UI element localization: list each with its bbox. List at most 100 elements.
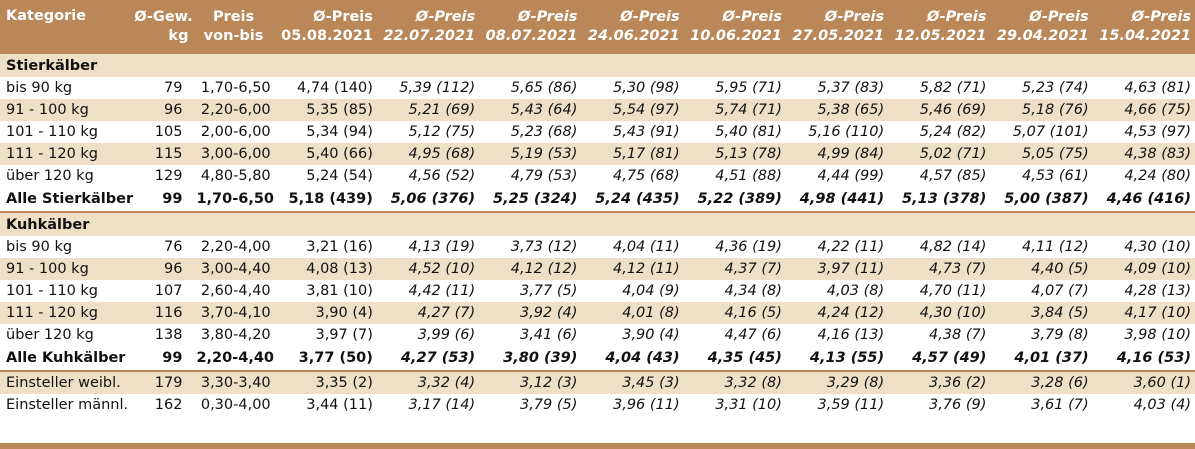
cell-price-history: 4,01 (37) — [990, 346, 1093, 372]
cell-price-history: 4,35 (45) — [683, 346, 786, 372]
table-row: 101 - 110 kg 107 2,60-4,40 3,81 (10) 4,42 (1… — [0, 280, 1195, 302]
cell-price-history: 4,11 (12) — [990, 236, 1093, 258]
cell-price-history: 5,40 (81) — [683, 121, 786, 143]
cell-preis-range: 0,30-4,00 — [192, 394, 275, 416]
cell-price-history: 4,03 (8) — [785, 280, 889, 302]
cell-price-history: 4,13 (55) — [785, 346, 889, 372]
cell-price-current: 5,24 (54) — [274, 165, 377, 187]
cell-price-history: 4,04 (9) — [581, 280, 684, 302]
cell-kategorie: bis 90 kg — [0, 77, 131, 99]
cell-preis-range: 2,20-4,00 — [192, 236, 275, 258]
cell-price-current: 5,18 (439) — [274, 187, 377, 213]
cell-price-history: 4,22 (11) — [785, 236, 889, 258]
cell-price-current: 5,34 (94) — [274, 121, 377, 143]
cell-price-history: 4,99 (84) — [785, 143, 889, 165]
cell-price-current: 4,08 (13) — [274, 258, 377, 280]
cell-price-history: 4,27 (53) — [376, 346, 480, 372]
cell-gewicht: 138 — [130, 324, 193, 346]
table-header-row: Kategorie Ø-Gew. kg Preis von-bis Ø-Preis 0… — [0, 0, 1195, 54]
cell-price-history: 3,77 (5) — [479, 280, 582, 302]
header-date: Ø-Preis 27.05.2021 — [792, 9, 885, 44]
cell-price-history: 4,40 (5) — [990, 258, 1093, 280]
cell-price-history: 5,74 (71) — [683, 99, 786, 121]
cell-preis-range: 3,30-3,40 — [192, 371, 275, 394]
cell-price-history: 3,59 (11) — [785, 394, 889, 416]
cell-price-history: 3,32 (8) — [683, 371, 786, 394]
cell-price-current: 3,81 (10) — [274, 280, 377, 302]
cell-preis-range: 2,00-6,00 — [192, 121, 275, 143]
cell-gewicht: 162 — [130, 394, 193, 416]
cell-kategorie: Alle Kuhkälber — [0, 346, 131, 372]
header-gewicht: Ø-Gew. kg — [134, 9, 193, 44]
cell-price-history: 4,73 (7) — [888, 258, 991, 280]
cell-price-history: 4,66 (75) — [1092, 99, 1195, 121]
cell-price-history: 5,37 (83) — [785, 77, 889, 99]
cell-price-history: 3,79 (8) — [990, 324, 1093, 346]
table-row: Einsteller weibl. 179 3,30-3,40 3,35 (2) 3,3… — [0, 371, 1195, 394]
cell-price-current: 3,35 (2) — [274, 371, 377, 394]
cell-price-history: 4,30 (10) — [1092, 236, 1195, 258]
cell-kategorie: 91 - 100 kg — [0, 99, 131, 121]
cell-price-history: 4,12 (11) — [581, 258, 684, 280]
cell-price-history: 4,46 (416) — [1092, 187, 1195, 213]
section-header-row: Kuhkälber — [0, 212, 1195, 236]
cell-gewicht: 99 — [130, 346, 193, 372]
cell-price-history: 4,38 (83) — [1092, 143, 1195, 165]
cell-price-history: 3,76 (9) — [888, 394, 991, 416]
cell-price-history: 5,24 (82) — [888, 121, 991, 143]
cell-price-history: 4,63 (81) — [1092, 77, 1195, 99]
cell-price-history: 3,45 (3) — [581, 371, 684, 394]
cell-price-history: 5,23 (74) — [990, 77, 1093, 99]
cell-price-current: 4,74 (140) — [274, 77, 377, 99]
cell-price-history: 4,16 (5) — [683, 302, 786, 324]
cell-price-history: 4,42 (11) — [376, 280, 480, 302]
cell-price-history: 4,03 (4) — [1092, 394, 1195, 416]
cell-price-history: 5,07 (101) — [990, 121, 1093, 143]
cell-preis-range: 2,60-4,40 — [192, 280, 275, 302]
cell-price-history: 4,27 (7) — [376, 302, 480, 324]
cell-preis-range: 3,00-4,40 — [192, 258, 275, 280]
cell-price-history: 5,16 (110) — [785, 121, 889, 143]
cell-price-current: 3,44 (11) — [274, 394, 377, 416]
table-row: 101 - 110 kg 105 2,00-6,00 5,34 (94) 5,12 (7… — [0, 121, 1195, 143]
cell-gewicht: 96 — [130, 258, 193, 280]
cell-price-history: 4,47 (6) — [683, 324, 786, 346]
cell-price-history: 4,36 (19) — [683, 236, 786, 258]
cell-price-history: 4,28 (13) — [1092, 280, 1195, 302]
cell-price-history: 4,44 (99) — [785, 165, 889, 187]
cell-price-history: 5,23 (68) — [479, 121, 582, 143]
cell-price-history: 3,36 (2) — [888, 371, 991, 394]
cell-price-history: 4,04 (43) — [581, 346, 684, 372]
cell-price-history: 4,24 (12) — [785, 302, 889, 324]
header-date-current: Ø-Preis 05.08.2021 — [281, 9, 373, 44]
header-date: Ø-Preis 15.04.2021 — [1099, 9, 1191, 44]
cell-price-history: 5,18 (76) — [990, 99, 1093, 121]
cell-price-history: 4,53 (97) — [1092, 121, 1195, 143]
cell-price-history: 5,22 (389) — [683, 187, 786, 213]
cell-kategorie: 101 - 110 kg — [0, 280, 131, 302]
cell-price-history: 4,07 (7) — [990, 280, 1093, 302]
cell-gewicht: 76 — [130, 236, 193, 258]
cell-price-history: 3,60 (1) — [1092, 371, 1195, 394]
header-kategorie: Kategorie — [6, 8, 87, 24]
cell-gewicht: 105 — [130, 121, 193, 143]
table-row: 91 - 100 kg 96 2,20-6,00 5,35 (85) 5,21 (69)… — [0, 99, 1195, 121]
cell-price-history: 3,28 (6) — [990, 371, 1093, 394]
cell-price-history: 5,25 (324) — [479, 187, 582, 213]
table-row: Einsteller männl. 162 0,30-4,00 3,44 (11) 3,… — [0, 394, 1195, 416]
cell-price-history: 5,24 (435) — [581, 187, 684, 213]
cell-price-history: 4,24 (80) — [1092, 165, 1195, 187]
cell-price-history: 4,16 (53) — [1092, 346, 1195, 372]
table-row: 91 - 100 kg 96 3,00-4,40 4,08 (13) 4,52 (10)… — [0, 258, 1195, 280]
bottom-bar — [0, 443, 1195, 449]
cell-price-history: 5,46 (69) — [888, 99, 991, 121]
cell-price-history: 5,95 (71) — [683, 77, 786, 99]
cell-preis-range: 3,80-4,20 — [192, 324, 275, 346]
section-header-row: Stierkälber — [0, 54, 1195, 77]
cell-kategorie: Einsteller männl. — [0, 394, 131, 416]
cell-price-history: 5,65 (86) — [479, 77, 582, 99]
cell-price-history: 4,98 (441) — [785, 187, 889, 213]
cell-kategorie: 111 - 120 kg — [0, 302, 131, 324]
section-title: Kuhkälber — [0, 212, 1195, 236]
cell-price-history: 4,34 (8) — [683, 280, 786, 302]
